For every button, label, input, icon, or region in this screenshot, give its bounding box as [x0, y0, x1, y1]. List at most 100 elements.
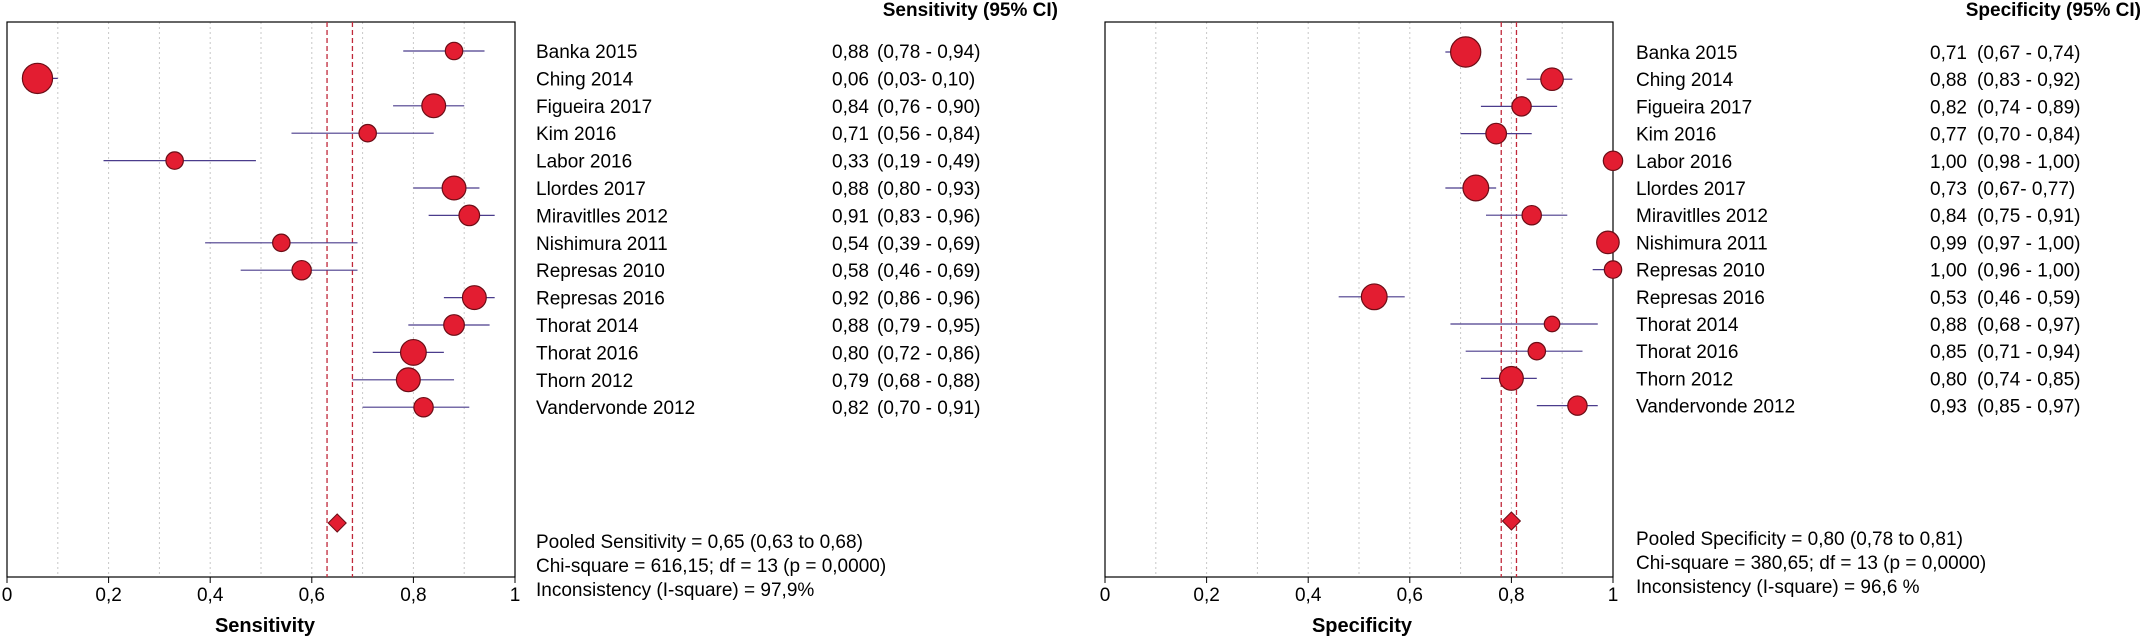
sensitivity-study-label: Represas 2016 — [536, 289, 665, 310]
specificity-pooled-diamond — [1501, 511, 1522, 531]
sensitivity-study-estimate: 0,54 — [832, 234, 869, 255]
sensitivity-study-estimate: 0,92 — [832, 289, 869, 310]
sensitivity-pooled-diamond — [327, 513, 347, 533]
sensitivity-study-estimate: 0,79 — [832, 371, 869, 392]
sensitivity-study-label: Llordes 2017 — [536, 179, 646, 200]
sensitivity-tick-label: 0,2 — [95, 585, 121, 606]
specificity-study-label: Vandervonde 2012 — [1636, 397, 1795, 418]
sensitivity-study-label: Miravitlles 2012 — [536, 206, 668, 227]
sensitivity-study-ci: (0,80 - 0,93) — [877, 179, 981, 200]
specificity-study-ci: (0,70 - 0,84) — [1977, 125, 2081, 146]
sensitivity-study-estimate: 0,06 — [832, 69, 869, 90]
specificity-study-estimate: 0,93 — [1930, 397, 1967, 418]
specificity-study-ci: (0,83 - 0,92) — [1977, 70, 2081, 91]
sensitivity-study-label: Represas 2010 — [536, 261, 665, 282]
specificity-study-rows: Banka 2015 0,71 (0,67 - 0,74) Ching 2014 0,8… — [1636, 43, 2081, 418]
sensitivity-pooled-estimate — [327, 513, 347, 533]
sensitivity-point-estimate — [458, 204, 481, 227]
specificity-axis-title: Specificity — [1312, 615, 1413, 637]
sensitivity-point-estimate — [443, 314, 465, 336]
specificity-study-estimate: 0,88 — [1930, 315, 1967, 336]
sensitivity-study-ci: (0,56 - 0,84) — [877, 124, 981, 145]
sensitivity-study-label: Thorn 2012 — [536, 371, 633, 392]
sensitivity-study-label: Thorat 2016 — [536, 343, 638, 364]
specificity-point-estimate — [1527, 341, 1547, 361]
sensitivity-study-ci: (0,76 - 0,90) — [877, 97, 981, 118]
sensitivity-study-ci: (0,03- 0,10) — [877, 69, 975, 90]
specificity-tick-label: 0,4 — [1295, 585, 1322, 606]
specificity-study-ci: (0,96 - 1,00) — [1977, 261, 2081, 282]
specificity-point-estimates — [1360, 36, 1624, 416]
sensitivity-study-estimate: 0,58 — [832, 261, 869, 282]
sensitivity-study-ci: (0,72 - 0,86) — [877, 343, 981, 364]
sensitivity-study-estimate: 0,88 — [832, 316, 869, 337]
sensitivity-study-ci: (0,78 - 0,94) — [877, 42, 981, 63]
sensitivity-tick-label: 0,4 — [197, 585, 224, 606]
sensitivity-point-estimate — [461, 285, 487, 311]
sensitivity-study-label: Figueira 2017 — [536, 97, 652, 118]
specificity-study-label: Represas 2016 — [1636, 288, 1765, 309]
sensitivity-study-estimate: 0,88 — [832, 42, 869, 63]
sensitivity-tick-label: 0 — [2, 585, 13, 606]
specificity-study-label: Ching 2014 — [1636, 70, 1734, 91]
sensitivity-study-label: Kim 2016 — [536, 124, 616, 145]
specificity-tick-label: 0,8 — [1498, 585, 1524, 606]
specificity-study-ci: (0,68 - 0,97) — [1977, 315, 2081, 336]
specificity-study-label: Represas 2010 — [1636, 261, 1765, 282]
sensitivity-study-ci: (0,19 - 0,49) — [877, 152, 981, 173]
specificity-point-estimate — [1603, 260, 1623, 279]
specificity-study-ci: (0,97 - 1,00) — [1977, 233, 2081, 254]
specificity-point-estimate — [1511, 96, 1532, 117]
specificity-study-estimate: 1,00 — [1930, 152, 1967, 173]
specificity-point-estimate — [1543, 315, 1561, 333]
specificity-study-ci: (0,74 - 0,89) — [1977, 97, 2081, 118]
sensitivity-inconsistency-text: Inconsistency (I-square) = 97,9% — [536, 580, 814, 601]
sensitivity-study-estimate: 0,88 — [832, 179, 869, 200]
specificity-study-label: Thorn 2012 — [1636, 369, 1733, 390]
sensitivity-pooled-text: Pooled Sensitivity = 0,65 (0,63 to 0,68) — [536, 532, 863, 553]
specificity-study-label: Thorat 2016 — [1636, 342, 1738, 363]
sensitivity-study-ci: (0,70 - 0,91) — [877, 398, 981, 419]
specificity-inconsistency-text: Inconsistency (I-square) = 96,6 % — [1636, 577, 1920, 598]
specificity-plot-frame — [1104, 21, 1614, 578]
sensitivity-study-estimate: 0,84 — [832, 97, 869, 118]
specificity-study-label: Kim 2016 — [1636, 125, 1716, 146]
sensitivity-point-estimates — [21, 41, 487, 418]
specificity-study-estimate: 0,77 — [1930, 125, 1967, 146]
specificity-study-ci: (0,46 - 0,59) — [1977, 288, 2081, 309]
specificity-study-estimate: 0,99 — [1930, 233, 1967, 254]
specificity-study-estimate: 0,82 — [1930, 97, 1967, 118]
specificity-study-estimate: 0,88 — [1930, 70, 1967, 91]
sensitivity-study-estimate: 0,80 — [832, 343, 869, 364]
specificity-point-estimate — [1602, 150, 1624, 172]
sensitivity-study-rows: Banka 2015 0,88 (0,78 - 0,94) Ching 2014 0,0… — [536, 42, 981, 419]
sensitivity-x-ticks: 0 0,2 0,4 0,6 0,8 1 — [2, 577, 520, 606]
specificity-point-estimate — [1567, 395, 1588, 416]
sensitivity-header: Sensitivity (95% CI) — [883, 0, 1058, 21]
sensitivity-point-estimate — [413, 396, 434, 418]
sensitivity-study-ci: (0,83 - 0,96) — [877, 206, 981, 227]
sensitivity-chi-square-text: Chi-square = 616,15; df = 13 (p = 0,0000… — [536, 556, 886, 577]
sensitivity-study-label: Ching 2014 — [536, 69, 634, 90]
sensitivity-study-ci: (0,39 - 0,69) — [877, 234, 981, 255]
specificity-point-estimate — [1462, 174, 1490, 202]
specificity-tick-label: 0,6 — [1397, 585, 1423, 606]
specificity-study-ci: (0,67- 0,77) — [1977, 179, 2075, 200]
sensitivity-study-ci: (0,68 - 0,88) — [877, 371, 981, 392]
specificity-study-estimate: 0,85 — [1930, 342, 1967, 363]
specificity-study-estimate: 0,71 — [1930, 43, 1967, 64]
specificity-point-estimate — [1485, 122, 1508, 145]
sensitivity-point-estimate — [165, 151, 184, 170]
specificity-point-estimate — [1360, 283, 1388, 311]
specificity-study-ci: (0,75 - 0,91) — [1977, 206, 2081, 227]
specificity-study-ci: (0,71 - 0,94) — [1977, 342, 2081, 363]
specificity-pooled-text: Pooled Specificity = 0,80 (0,78 to 0,81) — [1636, 529, 1963, 550]
sensitivity-point-estimate — [441, 175, 467, 201]
specificity-study-ci: (0,98 - 1,00) — [1977, 152, 2081, 173]
specificity-point-estimate — [1449, 36, 1482, 68]
specificity-ci-lines — [1338, 51, 1613, 407]
sensitivity-panel: 0 0,2 0,4 0,6 0,8 1 Sensitivity Sensitivity (… — [2, 0, 1058, 637]
specificity-study-label: Thorat 2014 — [1636, 315, 1739, 336]
